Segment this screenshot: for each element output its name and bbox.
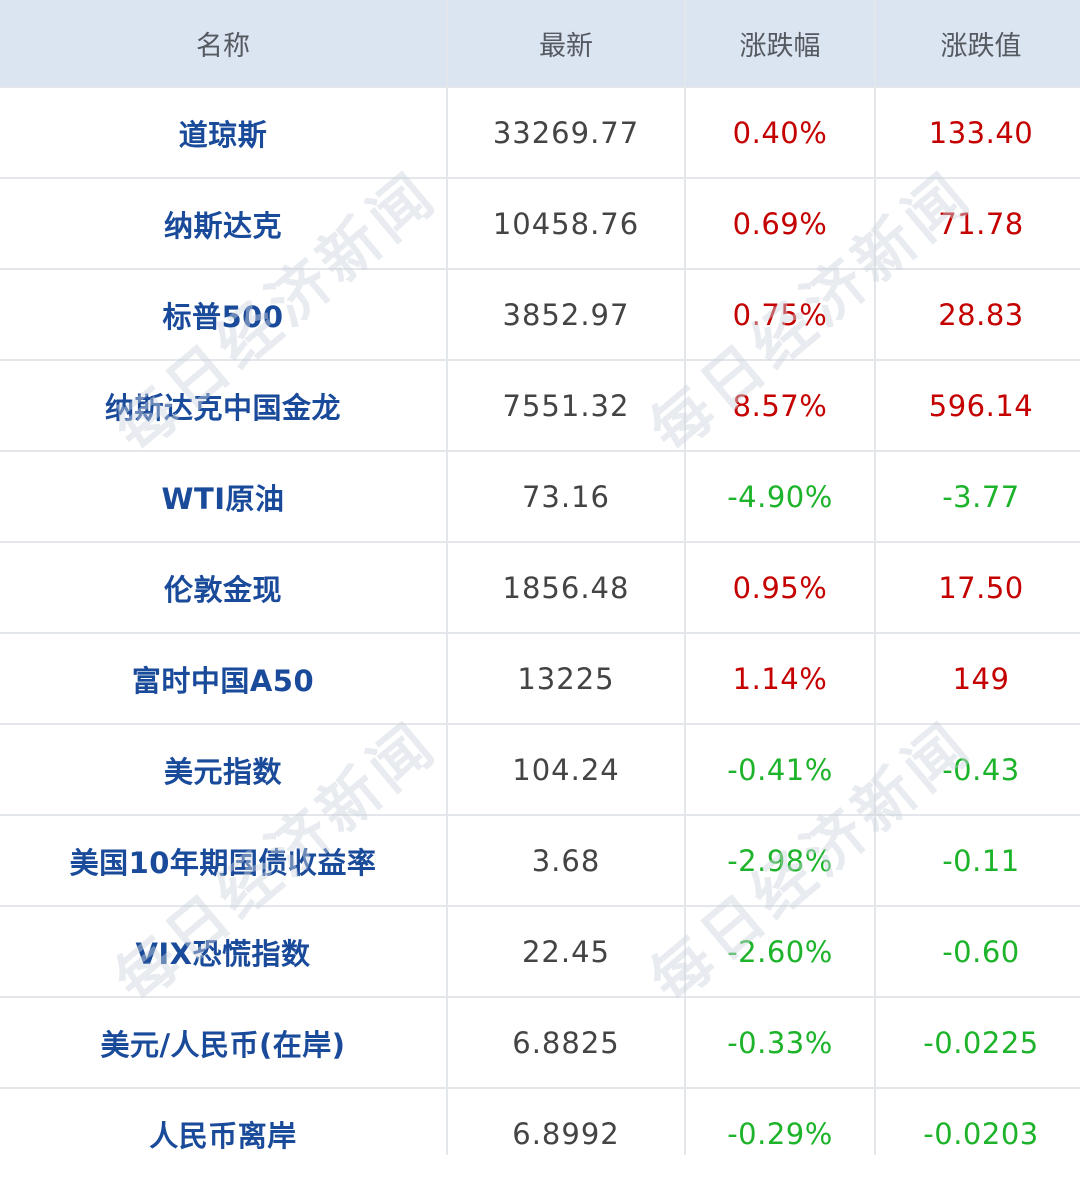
row-change-pct: -0.41% (686, 725, 874, 814)
row-change-pct: -2.60% (686, 907, 874, 996)
row-change-val: -0.43 (876, 725, 1080, 814)
row-change-val: -0.11 (876, 816, 1080, 905)
row-latest: 7551.32 (448, 361, 684, 450)
row-change-val: -0.60 (876, 907, 1080, 996)
row-change-val: 149 (876, 634, 1080, 723)
header-change-pct: 涨跌幅 (686, 0, 874, 86)
row-change-val: 28.83 (876, 270, 1080, 359)
row-latest: 33269.77 (448, 88, 684, 177)
row-latest: 13225 (448, 634, 684, 723)
header-name: 名称 (0, 0, 446, 86)
row-name: 美元/人民币(在岸) (0, 998, 446, 1087)
row-name: 伦敦金现 (0, 543, 446, 632)
row-change-pct: -0.29% (686, 1089, 874, 1178)
row-name: VIX恐慌指数 (0, 907, 446, 996)
row-latest: 3.68 (448, 816, 684, 905)
row-change-pct: 8.57% (686, 361, 874, 450)
row-latest: 1856.48 (448, 543, 684, 632)
row-change-val: -0.0203 (876, 1089, 1080, 1178)
row-change-pct: -0.33% (686, 998, 874, 1087)
row-change-pct: 0.75% (686, 270, 874, 359)
row-latest: 22.45 (448, 907, 684, 996)
row-change-pct: 0.40% (686, 88, 874, 177)
row-name: 纳斯达克中国金龙 (0, 361, 446, 450)
row-change-val: -0.0225 (876, 998, 1080, 1087)
row-change-pct: -2.98% (686, 816, 874, 905)
header-change-val: 涨跌值 (876, 0, 1080, 86)
row-name: 纳斯达克 (0, 179, 446, 268)
row-latest: 6.8992 (448, 1089, 684, 1178)
row-change-val: 71.78 (876, 179, 1080, 268)
row-name: 标普500 (0, 270, 446, 359)
row-change-val: 596.14 (876, 361, 1080, 450)
row-name: 美国10年期国债收益率 (0, 816, 446, 905)
row-name: 人民币离岸 (0, 1089, 446, 1178)
row-change-pct: 1.14% (686, 634, 874, 723)
row-name: WTI原油 (0, 452, 446, 541)
header-latest: 最新 (448, 0, 684, 86)
row-change-val: 17.50 (876, 543, 1080, 632)
row-latest: 73.16 (448, 452, 684, 541)
row-change-val: 133.40 (876, 88, 1080, 177)
row-change-val: -3.77 (876, 452, 1080, 541)
row-latest: 104.24 (448, 725, 684, 814)
row-name: 道琼斯 (0, 88, 446, 177)
row-name: 美元指数 (0, 725, 446, 814)
row-name: 富时中国A50 (0, 634, 446, 723)
row-latest: 10458.76 (448, 179, 684, 268)
row-change-pct: 0.95% (686, 543, 874, 632)
row-change-pct: -4.90% (686, 452, 874, 541)
row-change-pct: 0.69% (686, 179, 874, 268)
row-latest: 3852.97 (448, 270, 684, 359)
row-latest: 6.8825 (448, 998, 684, 1087)
